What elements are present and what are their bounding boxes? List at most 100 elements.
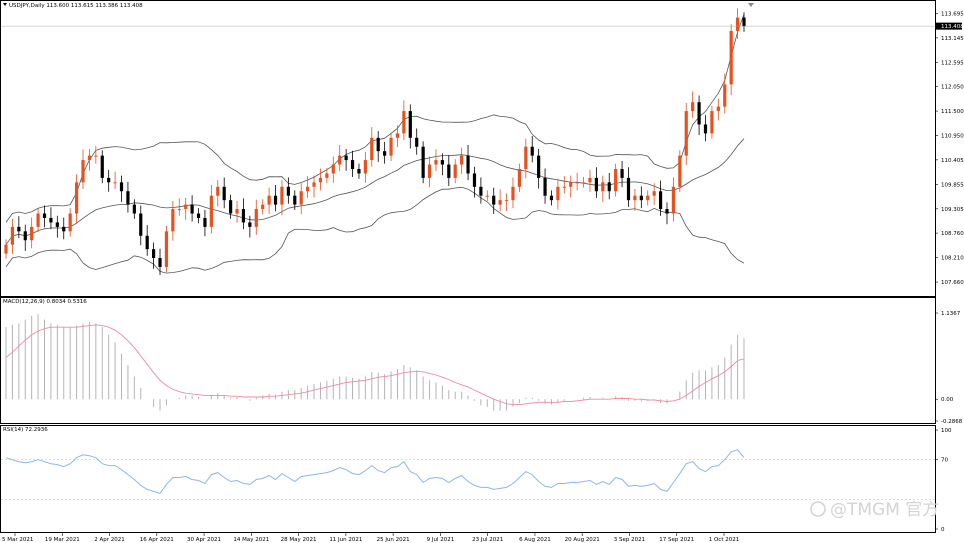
time-tick-label: 9 Jul 2021 — [427, 537, 455, 543]
candle-body — [4, 244, 8, 254]
candle-body — [485, 195, 489, 197]
candle-body — [23, 231, 27, 241]
candle-body — [735, 17, 740, 31]
bollinger-bands — [5, 14, 745, 274]
candle-body — [684, 111, 688, 156]
candle-body — [338, 155, 342, 165]
price-tick-label: 111.500 — [941, 109, 964, 115]
candle-body — [49, 217, 53, 223]
price-tick-label: 110.950 — [941, 134, 964, 140]
candle-body — [530, 146, 534, 156]
collapse-triangle-icon[interactable] — [3, 3, 7, 6]
candle-body — [588, 177, 592, 183]
macd-tick-label: 1.1367 — [941, 311, 961, 317]
candle-body — [74, 182, 79, 214]
time-tick-label: 2 Apr 2021 — [94, 537, 125, 543]
candle-body — [498, 200, 502, 205]
candle-body — [472, 173, 477, 187]
candle-body — [113, 182, 117, 184]
macd-tick-label: 0.00 — [941, 397, 954, 403]
candle-body — [299, 191, 303, 205]
macd-histogram — [5, 314, 745, 411]
rsi-pane-header: RSI(14) 72.2936 — [3, 427, 48, 433]
candle-body — [492, 195, 496, 205]
time-tick-label: 17 Sep 2021 — [659, 537, 694, 543]
candle-body — [222, 186, 226, 201]
price-pane-frame — [0, 0, 936, 297]
candle-body — [126, 191, 130, 205]
candle-body — [646, 195, 650, 201]
candle-body — [229, 200, 233, 214]
shift-marker-icon[interactable] — [748, 3, 754, 7]
candle-body — [241, 209, 246, 223]
candle-body — [94, 155, 98, 157]
candle-body — [331, 164, 335, 174]
candle-body — [62, 226, 66, 232]
watermark-logo-icon — [810, 501, 826, 517]
candle-body — [504, 200, 509, 202]
time-tick-label: 19 Mar 2021 — [45, 537, 80, 543]
candle-body — [318, 177, 323, 183]
candle-body — [569, 182, 573, 187]
price-tick-label: 109.855 — [941, 182, 964, 188]
candle-body — [556, 186, 560, 201]
candle-body — [697, 102, 701, 125]
candle-body — [395, 133, 400, 138]
time-tick-label: 20 Aug 2021 — [565, 537, 600, 543]
time-tick-label: 16 Apr 2021 — [140, 537, 174, 543]
candle-body — [261, 204, 265, 210]
time-tick-label: 1 Oct 2021 — [709, 537, 740, 543]
candle-body — [68, 213, 72, 232]
candle-body — [132, 204, 136, 214]
candle-body — [209, 195, 213, 227]
candle-body — [184, 204, 188, 210]
candle-body — [312, 182, 316, 187]
candle-body — [119, 182, 124, 192]
rsi-line — [5, 449, 745, 494]
candle-body — [453, 164, 457, 178]
candle-body — [427, 164, 432, 178]
candle-body — [479, 186, 483, 196]
time-tick-label: 23 Jul 2021 — [472, 537, 503, 543]
price-tick-label: 112.050 — [941, 85, 964, 91]
candle-body — [723, 84, 727, 107]
price-tick-label: 112.595 — [941, 60, 964, 66]
candle-body — [145, 235, 149, 250]
candle-body — [742, 17, 746, 27]
time-tick-label: 14 May 2021 — [233, 537, 269, 543]
candle-body — [639, 195, 643, 201]
candle-body — [248, 222, 252, 227]
bollinger-lower — [5, 186, 745, 274]
price-tick-label: 107.660 — [941, 280, 964, 286]
rsi-pane-frame — [0, 425, 936, 533]
candle-body — [671, 186, 676, 214]
candle-body — [306, 186, 310, 192]
candle-body — [196, 213, 201, 218]
candle-body — [434, 160, 438, 165]
candle-body — [100, 155, 104, 178]
candle-body — [389, 137, 393, 156]
macd-tick-label: -0.2868 — [941, 419, 963, 425]
time-tick-label: 28 May 2021 — [281, 537, 317, 543]
candle-body — [158, 258, 162, 267]
candle-body — [30, 226, 34, 241]
price-tick-label: 113.408 — [941, 24, 964, 30]
candle-body — [620, 168, 624, 178]
candle-body — [575, 182, 579, 184]
price-tick-label: 113.695 — [941, 11, 964, 17]
candle-body — [81, 160, 85, 183]
price-tick-label: 108.760 — [941, 231, 964, 237]
macd-pane-frame — [0, 297, 936, 424]
macd-axis: 1.1367 0.00 -0.2868 — [935, 311, 963, 425]
candle-body — [280, 186, 284, 205]
candle-body — [370, 137, 374, 161]
candle-body — [716, 106, 720, 112]
price-tick-label: 108.210 — [941, 256, 964, 262]
candle-body — [652, 191, 656, 196]
candle-body — [376, 137, 380, 152]
candle-body — [325, 173, 329, 178]
candle-body — [601, 182, 605, 192]
rsi-level-lines — [1, 459, 935, 500]
candle-body — [286, 186, 290, 196]
